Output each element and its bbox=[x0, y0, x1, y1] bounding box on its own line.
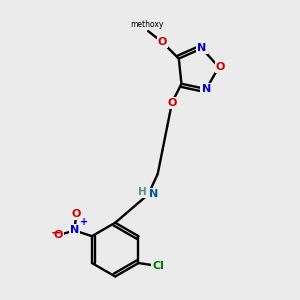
Text: methoxy: methoxy bbox=[130, 20, 163, 28]
Text: Cl: Cl bbox=[152, 261, 164, 271]
Text: H: H bbox=[138, 187, 147, 197]
Text: N: N bbox=[149, 189, 159, 200]
Text: +: + bbox=[80, 217, 88, 227]
Text: N: N bbox=[197, 43, 206, 53]
Text: N: N bbox=[202, 84, 211, 94]
Text: O: O bbox=[53, 230, 63, 240]
Text: N: N bbox=[70, 226, 79, 236]
Text: −: − bbox=[51, 227, 62, 240]
Text: O: O bbox=[71, 209, 81, 219]
Text: O: O bbox=[167, 98, 177, 108]
Text: O: O bbox=[158, 37, 167, 47]
Text: O: O bbox=[216, 62, 225, 72]
